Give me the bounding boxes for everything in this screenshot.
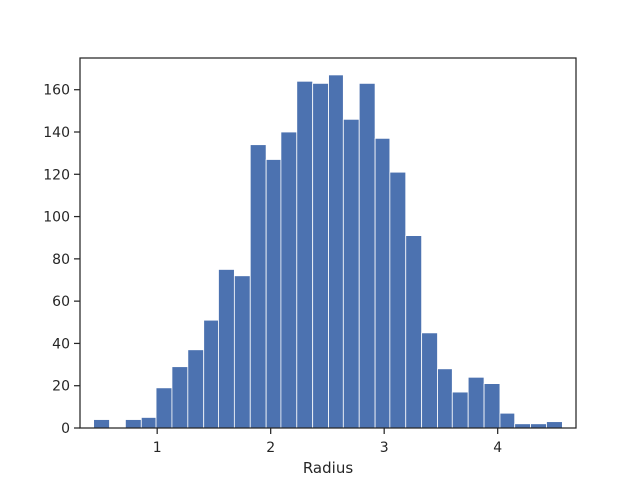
histogram-bar bbox=[296, 80, 314, 429]
y-tick-label: 20 bbox=[52, 379, 70, 395]
histogram-bar bbox=[358, 82, 376, 429]
histogram-bar bbox=[499, 412, 516, 429]
y-tick-label: 120 bbox=[43, 167, 70, 183]
histogram-bar bbox=[483, 383, 501, 429]
y-tick-label: 100 bbox=[43, 210, 70, 226]
histogram-bar bbox=[389, 171, 407, 429]
y-tick-label: 0 bbox=[61, 421, 70, 437]
histogram-bar bbox=[546, 421, 563, 429]
y-tick-label: 160 bbox=[43, 83, 70, 99]
histogram-bar bbox=[140, 417, 157, 429]
histogram-bar bbox=[405, 235, 423, 429]
histogram-bar bbox=[328, 74, 344, 429]
x-tick-label: 2 bbox=[266, 440, 275, 456]
histogram-bar bbox=[187, 349, 205, 429]
x-tick-label: 1 bbox=[153, 440, 162, 456]
histogram-bar bbox=[203, 319, 219, 429]
histogram-bar bbox=[530, 423, 547, 429]
histogram-bar bbox=[342, 118, 360, 429]
x-axis-ticks: 1 2 3 4 bbox=[153, 428, 502, 456]
histogram-bar bbox=[233, 275, 251, 429]
x-tick-label: 3 bbox=[380, 440, 389, 456]
histogram-bar bbox=[421, 332, 438, 429]
y-axis-ticks: 0 20 40 60 80 100 120 140 160 bbox=[43, 83, 80, 437]
bars-group bbox=[93, 74, 563, 429]
x-tick-label: 4 bbox=[493, 440, 502, 456]
histogram-bar bbox=[171, 366, 189, 429]
histogram-bar bbox=[249, 144, 267, 429]
histogram-bar bbox=[467, 376, 485, 429]
histogram-bar bbox=[265, 159, 282, 429]
x-axis-label: Radius bbox=[303, 459, 353, 477]
y-tick-label: 80 bbox=[52, 252, 70, 268]
y-tick-label: 140 bbox=[43, 125, 70, 141]
y-tick-label: 40 bbox=[52, 336, 70, 352]
histogram-bar bbox=[374, 137, 391, 429]
histogram-bar bbox=[437, 368, 453, 429]
histogram-bar bbox=[125, 419, 142, 429]
histogram-bar bbox=[280, 131, 298, 429]
histogram-bar bbox=[93, 419, 110, 429]
histogram-bar bbox=[312, 82, 329, 429]
axes-frame bbox=[79, 57, 577, 429]
y-tick-label: 60 bbox=[52, 294, 70, 310]
histogram-bar bbox=[218, 269, 235, 429]
histogram-bar bbox=[514, 423, 531, 429]
histogram-bar bbox=[451, 391, 469, 429]
histogram-bar bbox=[155, 387, 173, 429]
